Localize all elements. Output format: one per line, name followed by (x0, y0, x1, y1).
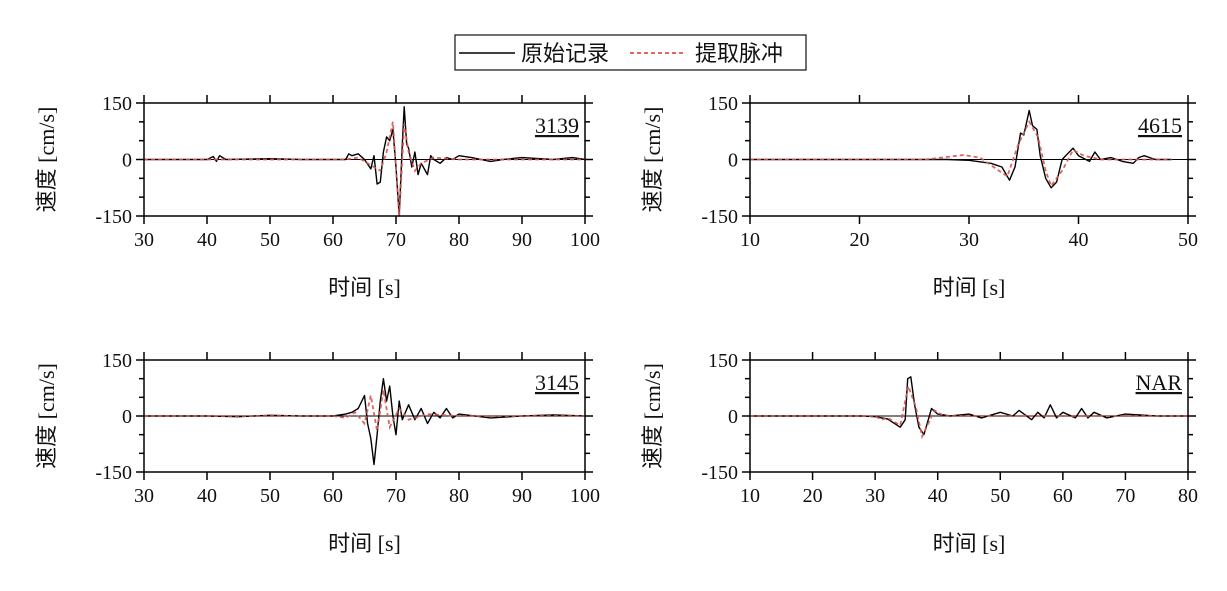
x-tick-label: 10 (740, 229, 760, 251)
x-tick-label: 40 (1069, 229, 1089, 251)
y-tick-label: 0 (728, 150, 738, 172)
legend-original-label: 原始记录 (521, 41, 609, 66)
panel-3139: 30 40 50 60 70 80 90 100 -150 0 150 3139 时间 [s] 速度 [c… (34, 93, 600, 300)
y-tick-label: 0 (122, 406, 132, 428)
x-tick-label: 50 (990, 485, 1010, 507)
x-tick-label: 70 (386, 485, 406, 507)
x-tick-label: 30 (134, 229, 154, 251)
x-tick-label: 10 (740, 485, 760, 507)
y-tick-label: 150 (102, 350, 132, 372)
x-tick-label: 40 (928, 485, 948, 507)
station-label: 3139 (535, 113, 579, 138)
x-tick-label: 60 (323, 229, 343, 251)
y-tick-label: 150 (708, 350, 738, 372)
x-tick-label: 60 (323, 485, 343, 507)
y-axis-label: 速度 [cm/s] (34, 107, 59, 213)
x-tick-label: 100 (570, 485, 600, 507)
y-tick-label: -150 (95, 462, 132, 484)
x-tick-label: 70 (386, 229, 406, 251)
x-axis-label: 时间 [s] (328, 275, 401, 300)
panel-NAR: 10 20 30 40 50 60 70 80 -150 0 150 NAR 时间 [s] 速度 [cm/… (640, 350, 1198, 556)
panel-3145: 30 40 50 60 70 80 90 100 -150 0 150 3145 时间 [s] 速度 [c… (34, 350, 600, 556)
station-label: 3145 (535, 370, 579, 395)
x-axis-label: 时间 [s] (933, 531, 1006, 556)
x-axis-label: 时间 [s] (328, 531, 401, 556)
x-tick-label: 50 (260, 229, 280, 251)
x-tick-label: 30 (959, 229, 979, 251)
y-axis-label: 速度 [cm/s] (640, 363, 665, 469)
x-tick-label: 40 (197, 229, 217, 251)
series-original-line (144, 106, 586, 217)
x-tick-label: 80 (449, 229, 469, 251)
series-pulse-line (144, 121, 585, 217)
y-tick-label: 0 (122, 150, 132, 172)
x-tick-label: 60 (1053, 485, 1073, 507)
series-pulse-line (750, 119, 1172, 188)
y-axis-label: 速度 [cm/s] (640, 107, 665, 213)
y-axis-label: 速度 [cm/s] (34, 363, 59, 469)
x-tick-label: 20 (850, 229, 870, 251)
y-tick-label: 150 (708, 93, 738, 115)
y-tick-label: -150 (701, 206, 738, 228)
x-tick-label: 80 (449, 485, 469, 507)
x-axis-label: 时间 [s] (933, 275, 1006, 300)
station-label: NAR (1136, 370, 1183, 395)
legend: 原始记录 提取脉冲 (454, 34, 807, 71)
x-tick-label: 50 (260, 485, 280, 507)
x-tick-label: 30 (134, 485, 154, 507)
series-original-line (750, 109, 1172, 189)
x-tick-label: 90 (512, 229, 532, 251)
y-tick-label: 150 (102, 93, 132, 115)
x-tick-label: 30 (865, 485, 885, 507)
panel-4615: 10 20 30 40 50 -150 0 150 4615 时间 [s] 速度 [cm/s] (640, 93, 1198, 300)
x-tick-label: 20 (803, 485, 823, 507)
y-tick-label: -150 (95, 206, 132, 228)
x-tick-label: 70 (1115, 485, 1135, 507)
legend-pulse-label: 提取脉冲 (695, 41, 783, 66)
x-tick-label: 50 (1178, 229, 1198, 251)
x-tick-label: 80 (1178, 485, 1198, 507)
x-tick-label: 100 (570, 229, 600, 251)
series-pulse-line (144, 389, 585, 432)
series-pulse-line (750, 382, 1188, 440)
y-tick-label: 0 (728, 406, 738, 428)
station-label: 4615 (1138, 113, 1182, 138)
x-tick-label: 90 (512, 485, 532, 507)
x-tick-label: 40 (197, 485, 217, 507)
series-original-line (144, 378, 586, 466)
y-tick-label: -150 (701, 462, 738, 484)
series-original-line (750, 376, 1188, 436)
